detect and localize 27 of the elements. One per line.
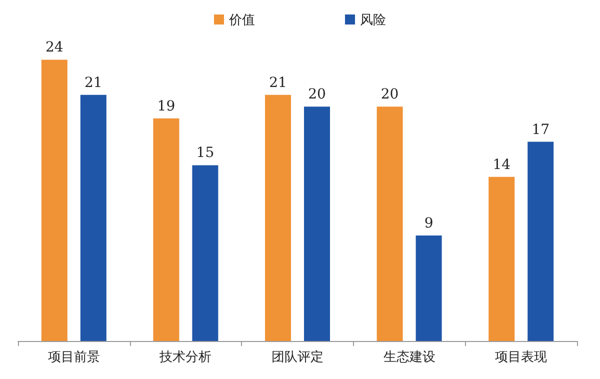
bar	[265, 94, 291, 341]
bar	[528, 142, 554, 341]
data-label: 15	[196, 145, 214, 162]
bar	[376, 106, 403, 341]
data-label: 9	[424, 216, 434, 232]
bar	[80, 94, 106, 341]
x-tick-label: 团队评定	[272, 350, 324, 365]
bar	[416, 236, 442, 341]
legend-label: 价值	[228, 12, 255, 27]
data-label: 20	[380, 86, 399, 103]
bar	[192, 165, 218, 341]
x-tick-label: 技术分析	[158, 350, 212, 365]
data-label: 20	[308, 86, 326, 103]
x-tick-label: 项目表现	[495, 350, 548, 365]
data-label: 14	[492, 156, 511, 173]
x-tick-label: 生态建设	[383, 350, 436, 365]
x-tick-label: 项目前景	[48, 350, 100, 365]
data-label: 19	[157, 98, 176, 114]
bar	[304, 106, 330, 341]
data-label: 24	[45, 40, 64, 56]
data-label: 21	[269, 74, 287, 91]
bar	[41, 60, 68, 341]
data-label: 17	[532, 122, 550, 138]
bar	[488, 176, 515, 341]
bar	[153, 118, 180, 341]
legend-label: 风险	[360, 12, 386, 27]
data-label: 21	[84, 74, 102, 91]
